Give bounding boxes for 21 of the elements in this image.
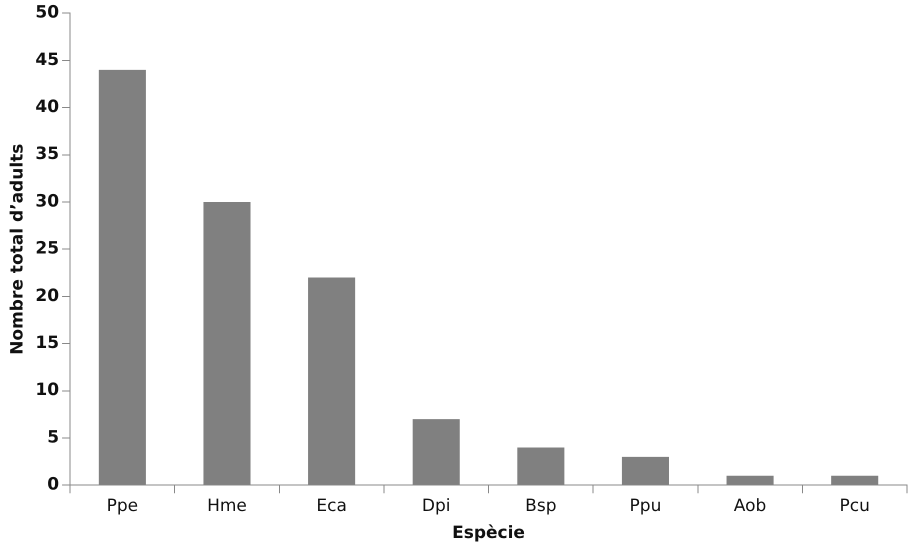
y-tick-label: 45 — [35, 50, 60, 70]
y-tick-label: 0 — [47, 474, 60, 495]
y-tick-label: 35 — [35, 144, 60, 164]
x-tick-label: Hme — [207, 496, 247, 516]
y-tick-label: 10 — [35, 380, 60, 400]
y-tick-label: 25 — [35, 238, 60, 259]
x-axis-title: Espècie — [452, 523, 525, 544]
y-axis-title: Nombre total d’adults — [8, 144, 28, 355]
y-tick-label: 50 — [35, 2, 60, 23]
y-tick-label: 20 — [35, 286, 60, 306]
x-tick-label: Ppe — [106, 496, 138, 516]
y-tick-label: 40 — [35, 97, 60, 118]
y-tick-label: 15 — [35, 333, 60, 354]
x-tick-label: Bsp — [525, 496, 556, 516]
x-tick-label: Ppu — [630, 496, 662, 516]
x-tick-label: Eca — [316, 496, 347, 516]
x-tick-label: Pcu — [840, 496, 870, 516]
y-tick-label: 5 — [47, 427, 60, 448]
y-tick-label: 30 — [35, 191, 60, 212]
x-tick-label: Aob — [734, 496, 766, 516]
x-tick-label: Dpi — [422, 496, 451, 516]
